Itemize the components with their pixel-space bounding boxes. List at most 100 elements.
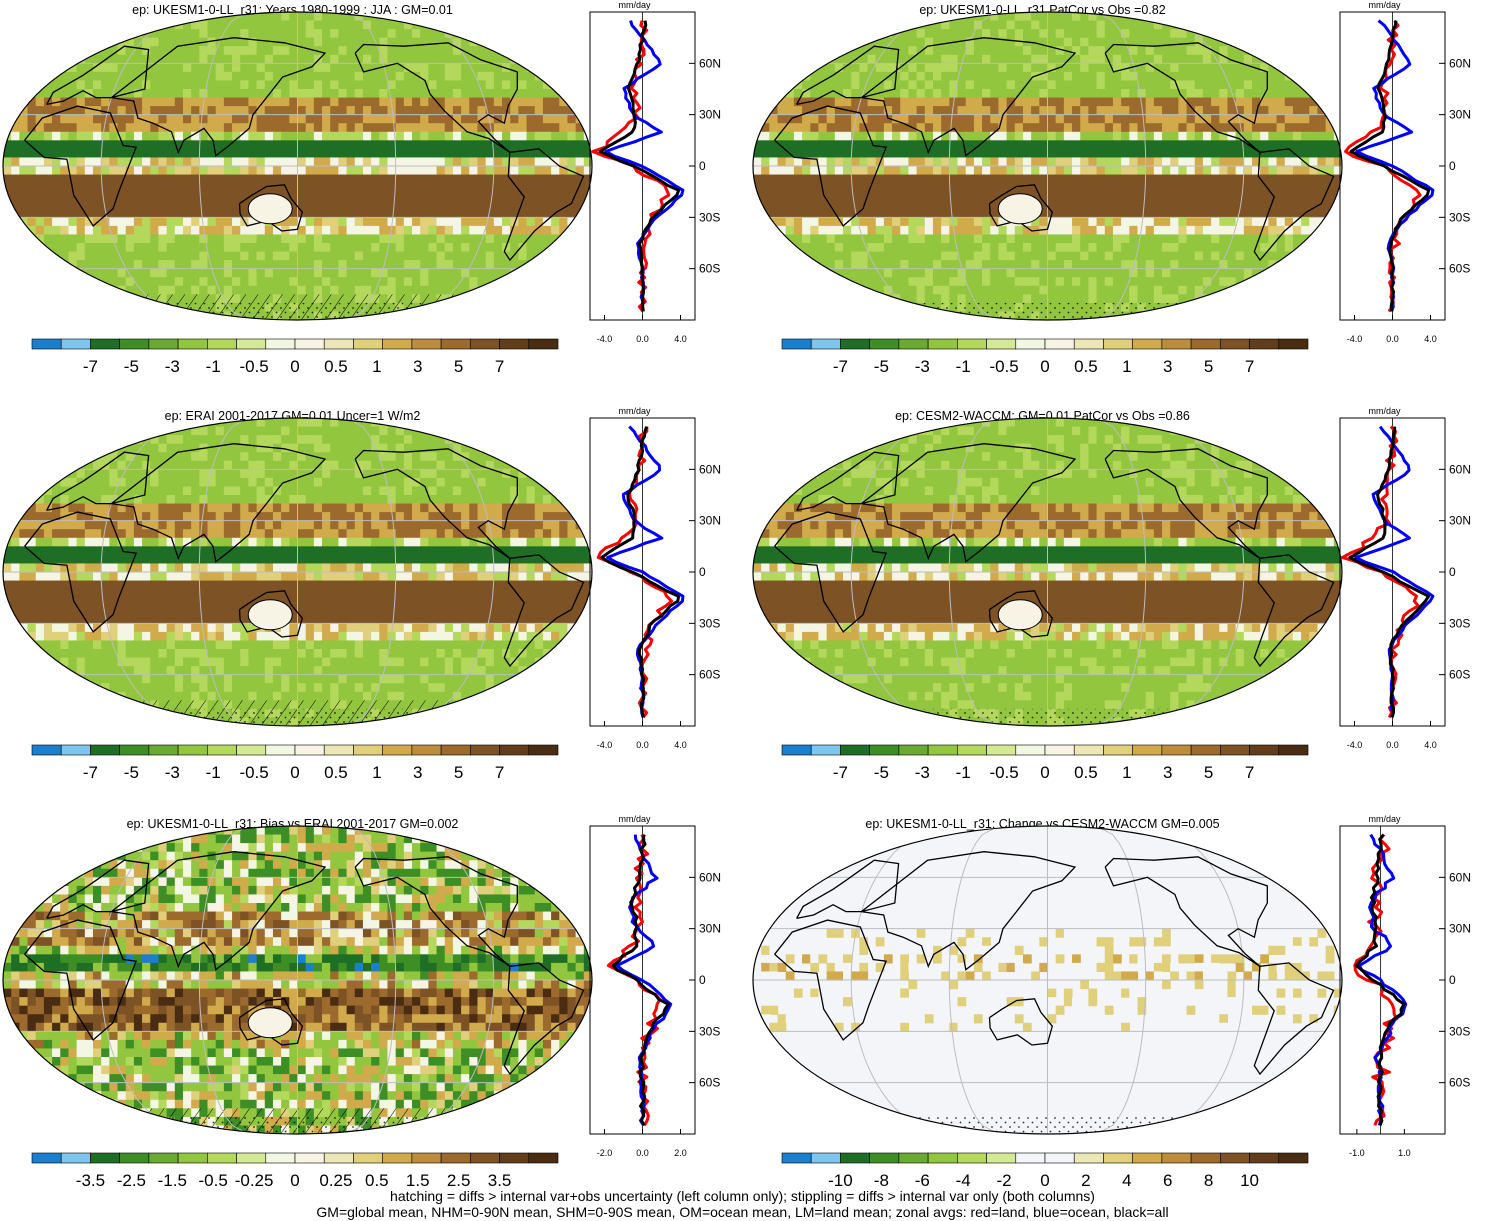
field-cell [932,191,942,201]
field-cell [133,89,143,99]
field-cell [851,200,860,210]
field-cell [567,12,577,22]
field-cell [272,234,282,244]
field-cell [174,114,184,124]
field-cell [834,29,844,39]
field-cell [142,114,151,124]
field-cell [1145,20,1155,30]
field-cell [240,277,250,287]
field-cell [395,46,405,56]
field-cell [272,54,282,64]
field-cell [826,89,836,99]
field-cell [1112,20,1122,30]
field-cell [1039,114,1049,124]
field-cell [3,277,12,287]
field-cell [379,191,389,201]
field-cell [395,89,405,99]
field-cell [92,114,102,124]
field-cell [272,89,282,99]
field-cell [330,217,340,227]
field-cell [297,183,307,193]
field-cell [924,106,934,116]
panel-2: ep: UKESM1-0-LL_r31 PatCor vs Obs =0.82-… [752,0,1471,376]
field-cell [27,63,37,73]
field-cell [1080,54,1090,64]
field-cell [1325,200,1335,210]
field-cell [330,268,340,278]
field-cell [199,268,209,278]
field-cell [842,29,852,39]
field-cell [313,89,323,99]
field-cell [117,12,127,22]
field-cell [27,217,37,227]
field-cell [264,97,274,107]
field-cell [810,46,820,56]
field-cell [1088,277,1098,287]
field-cell [158,63,168,73]
field-cell [1072,97,1081,107]
field-cell [322,148,331,159]
field-cell [810,54,820,64]
field-cell [412,208,421,218]
field-cell [1333,114,1342,124]
field-cell [76,302,86,313]
field-cell [777,166,787,176]
field-cell [477,251,487,261]
field-cell [142,302,151,313]
field-cell [924,114,934,124]
field-cell [60,183,70,193]
field-cell [428,148,438,159]
field-cell [941,80,950,90]
field-cell [1096,191,1106,201]
field-cell [957,268,967,278]
field-cell [924,251,934,261]
field-cell [924,208,934,218]
field-cell [477,208,487,218]
field-cell [1227,106,1237,116]
field-cell [387,208,397,218]
field-cell [982,97,991,107]
map-border [2,11,593,321]
field-cell [19,148,29,159]
field-cell [818,285,828,295]
field-cell [125,166,135,176]
field-cell [502,260,511,270]
field-cell [1301,200,1310,210]
field-cell [297,166,307,176]
field-cell [281,217,290,227]
field-cell [867,20,877,30]
field-cell [1129,63,1139,73]
field-cell [1047,251,1057,261]
field-cell [892,166,901,176]
field-cell [1292,225,1302,236]
field-cell [371,29,380,39]
field-cell [1031,63,1040,73]
field-cell [753,260,762,270]
field-cell [125,191,135,201]
field-cell [1309,37,1319,47]
field-cell [117,20,127,30]
field-cell [1325,157,1335,167]
field-cell [793,12,803,22]
field-cell [908,217,918,227]
field-cell [125,20,135,30]
field-cell [818,208,828,218]
field-cell [502,123,511,133]
field-cell [305,140,315,150]
field-cell [248,166,258,176]
field-cell [793,80,803,90]
field-cell [142,200,151,210]
field-cell [1202,157,1212,167]
field-cell [575,37,585,47]
field-cell [892,277,901,287]
field-cell [1129,243,1139,253]
field-cell [379,166,389,176]
field-cell [916,97,926,107]
field-cell [551,243,560,253]
field-cell [1243,234,1253,244]
field-cell [1268,157,1278,167]
field-cell [232,260,241,270]
field-cell [1211,217,1220,227]
field-cell [875,174,885,184]
field-cell [1268,148,1278,159]
